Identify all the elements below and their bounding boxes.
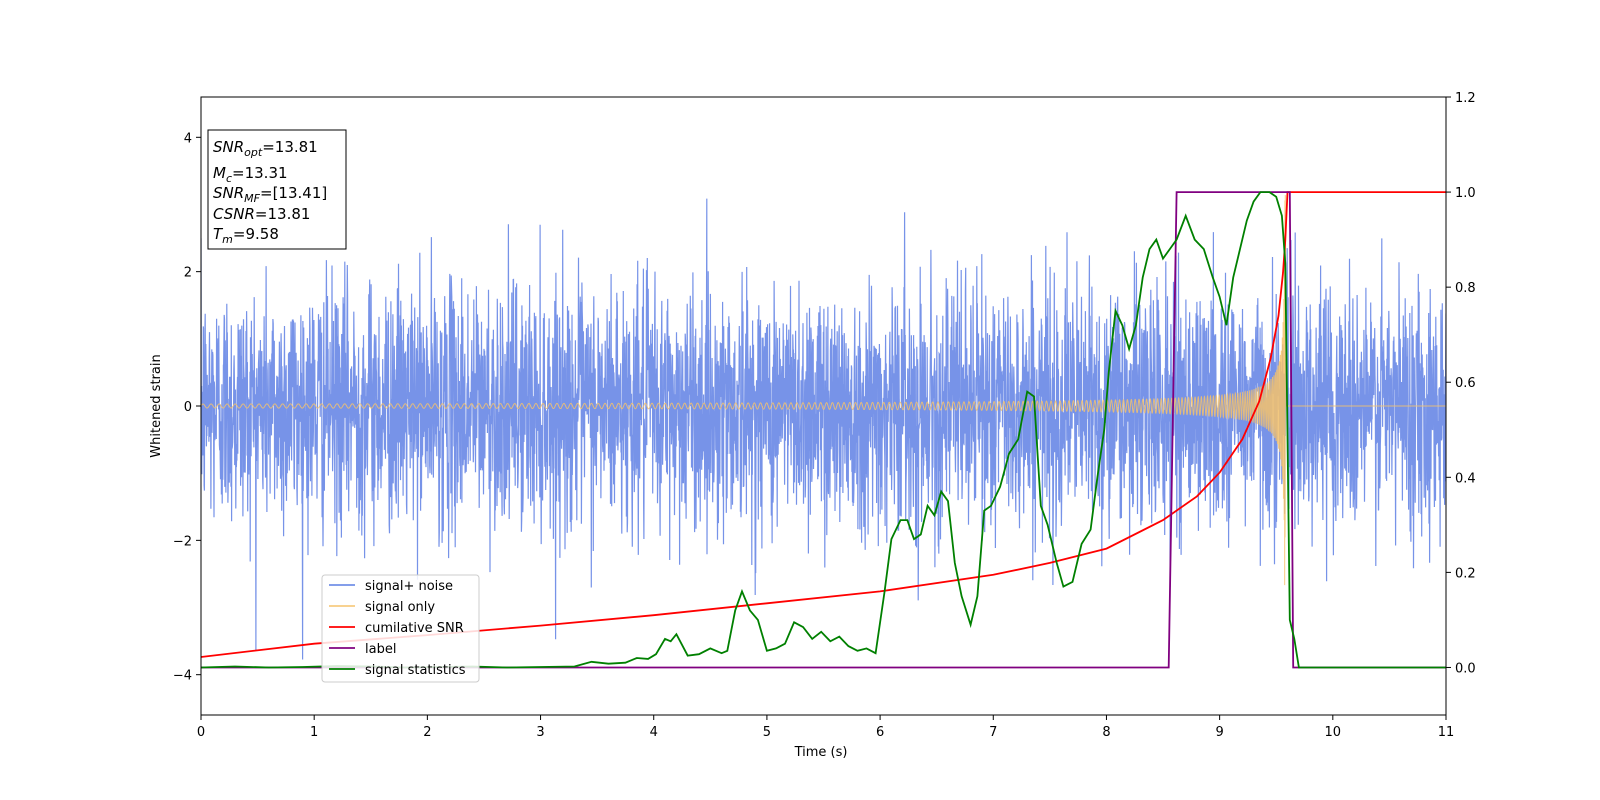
legend-entry: signal+ noise <box>365 579 453 594</box>
right-y-axis-ticks: 0.0 0.2 0.4 0.6 0.8 1.0 1.2 <box>1446 91 1476 676</box>
annotation-symbol: CSNR <box>213 205 255 223</box>
annotation-symbol: T <box>213 225 224 243</box>
y-axis-label: Whitened strain <box>149 354 164 457</box>
annotation-subscript: opt <box>244 146 263 159</box>
legend: signal+ noise signal only cumilative SNR la… <box>321 574 480 683</box>
left-y-axis-ticks: −4 −2 0 2 4 <box>173 131 201 684</box>
series-signal-noise <box>201 198 1446 660</box>
x-tick-label: 3 <box>536 725 544 740</box>
annotation-line: CSNR=13.81 <box>213 205 310 223</box>
x-axis-label: Time (s) <box>794 745 848 760</box>
annotation-symbol: M <box>213 164 226 182</box>
left-y-tick-label: 2 <box>184 266 192 281</box>
right-y-tick-label: 0.4 <box>1455 471 1476 486</box>
legend-entry: signal statistics <box>365 663 466 678</box>
x-tick-label: 1 <box>310 725 318 740</box>
left-y-tick-label: −2 <box>173 534 192 549</box>
label-line <box>201 191 1446 669</box>
annotation-line: Tm=9.58 <box>213 225 279 246</box>
x-tick-label: 9 <box>1215 725 1223 740</box>
legend-entry: cumilative SNR <box>365 621 464 636</box>
right-y-tick-label: 0.0 <box>1455 661 1476 676</box>
x-tick-label: 0 <box>197 725 205 740</box>
legend-entry: signal only <box>365 600 435 615</box>
annotation-value: =13.31 <box>232 164 288 182</box>
annotation-value: =13.81 <box>255 205 311 223</box>
annotation-subscript: c <box>226 172 232 185</box>
annotation-subscript: MF <box>244 192 260 205</box>
left-y-tick-label: −4 <box>173 669 192 684</box>
legend-entry: label <box>365 642 396 657</box>
annotation-value: =[13.41] <box>260 184 327 202</box>
x-tick-label: 2 <box>423 725 431 740</box>
annotation-line: SNRopt=13.81 <box>213 138 318 159</box>
signal-line <box>201 195 1446 586</box>
annotation-value: =13.81 <box>262 138 318 156</box>
stat-line <box>201 191 1446 669</box>
annotation-symbol: SNR <box>213 138 244 156</box>
left-y-tick-label: 0 <box>184 400 192 415</box>
annotation-box: SNRopt=13.81Mc=13.31SNRMF=[13.41]CSNR=13… <box>207 129 347 250</box>
right-y-tick-label: 0.2 <box>1455 566 1476 581</box>
x-tick-label: 11 <box>1438 725 1455 740</box>
annotation-symbol: SNR <box>213 184 244 202</box>
annotation-line: SNRMF=[13.41] <box>213 184 327 205</box>
annotation-line: Mc=13.31 <box>213 164 288 185</box>
x-tick-label: 7 <box>989 725 997 740</box>
series-cumilative-snr <box>201 191 1446 658</box>
series-signal-statistics <box>201 191 1446 669</box>
series-label <box>201 191 1446 669</box>
left-y-tick-label: 4 <box>184 131 192 146</box>
x-tick-label: 10 <box>1325 725 1342 740</box>
right-y-tick-label: 0.6 <box>1455 376 1476 391</box>
x-axis-ticks: 0 1 2 3 4 5 6 7 8 9 10 11 <box>197 715 1454 740</box>
x-tick-label: 6 <box>876 725 884 740</box>
csnr-line <box>201 191 1446 658</box>
annotation-value: =9.58 <box>233 225 279 243</box>
x-tick-label: 8 <box>1102 725 1110 740</box>
right-y-tick-label: 1.2 <box>1455 91 1476 106</box>
right-y-tick-label: 1.0 <box>1455 186 1476 201</box>
noise-line <box>201 198 1446 660</box>
series-signal-only <box>201 195 1446 586</box>
x-tick-label: 5 <box>763 725 771 740</box>
x-tick-label: 4 <box>650 725 658 740</box>
annotation-subscript: m <box>222 233 233 246</box>
right-y-tick-label: 0.8 <box>1455 281 1476 296</box>
